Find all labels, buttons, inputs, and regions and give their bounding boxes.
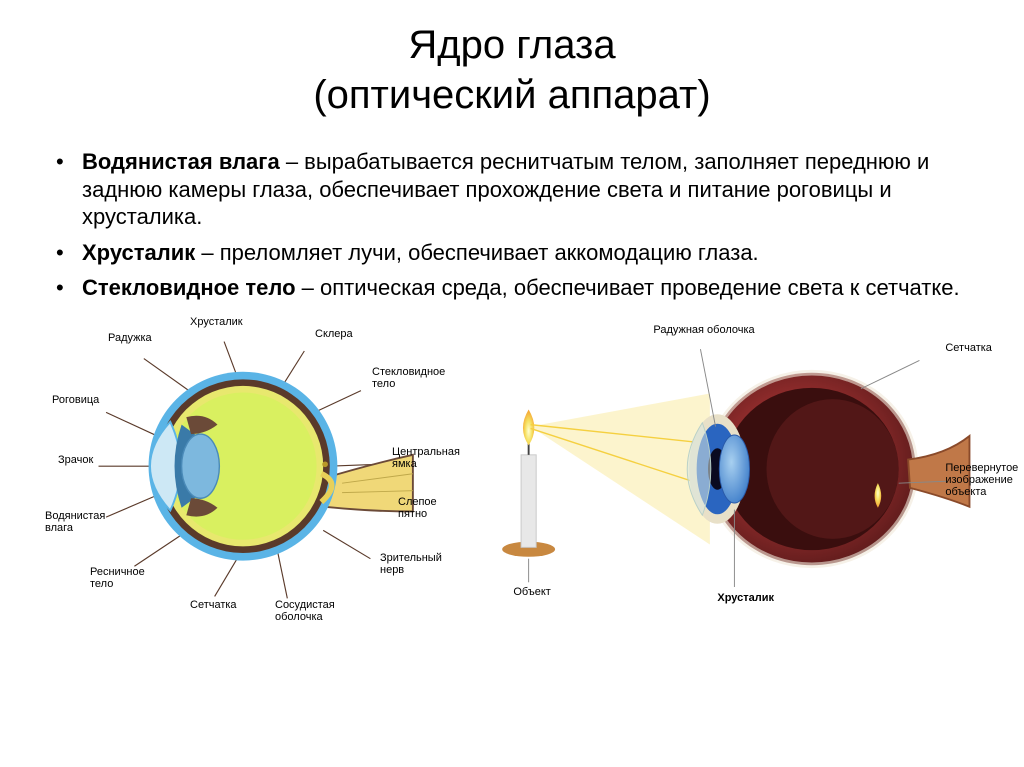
bullet-2: Хрусталик – преломляет лучи, обеспечивае… [50,239,984,267]
eye-anatomy-diagram: Радужка Хрусталик Склера Стекловидноетел… [40,314,455,624]
lbl-slepoe: Слепоепятно [398,496,437,520]
page-title: Ядро глаза (оптический аппарат) [40,20,984,120]
lbl-r-setchatka: Сетчатка [945,342,992,354]
eye-body-shape [688,372,970,565]
lbl-zrachok: Зрачок [58,454,93,466]
lbl-r-raduzhnaya: Радужная оболочка [653,324,754,336]
lbl-resnichnoe: Ресничноетело [90,566,145,590]
lbl-khrustalik: Хрусталик [190,316,243,328]
bullet-list: Водянистая влага – вырабатывается реснит… [40,148,984,302]
lbl-steklovidnoe: Стекловидноетело [372,366,445,390]
lbl-raduzhka: Радужка [108,332,152,344]
bullet-3: Стекловидное тело – оптическая среда, об… [50,274,984,302]
lbl-setchatka: Сетчатка [190,599,237,611]
lbl-zritelnyi: Зрительныйнерв [380,552,442,576]
lbl-vodyanistaya: Водянистаявлага [45,510,105,534]
lbl-rogovitsa: Роговица [52,394,99,406]
bullet-1: Водянистая влага – вырабатывается реснит… [50,148,984,231]
lbl-sosudistaya: Сосудистаяоболочка [275,599,335,623]
lbl-r-khrustalik: Хрусталик [717,592,774,604]
lbl-r-obekt: Объект [513,586,550,598]
eye-optics-diagram: Радужная оболочка Сетчатка Перевернутоеи… [455,314,984,624]
lbl-tsentralnaya: Центральнаяямка [392,446,460,470]
lbl-r-perevernutoe: Перевернутоеизображениеобъекта [945,462,1024,498]
lbl-sklera: Склера [315,328,353,340]
